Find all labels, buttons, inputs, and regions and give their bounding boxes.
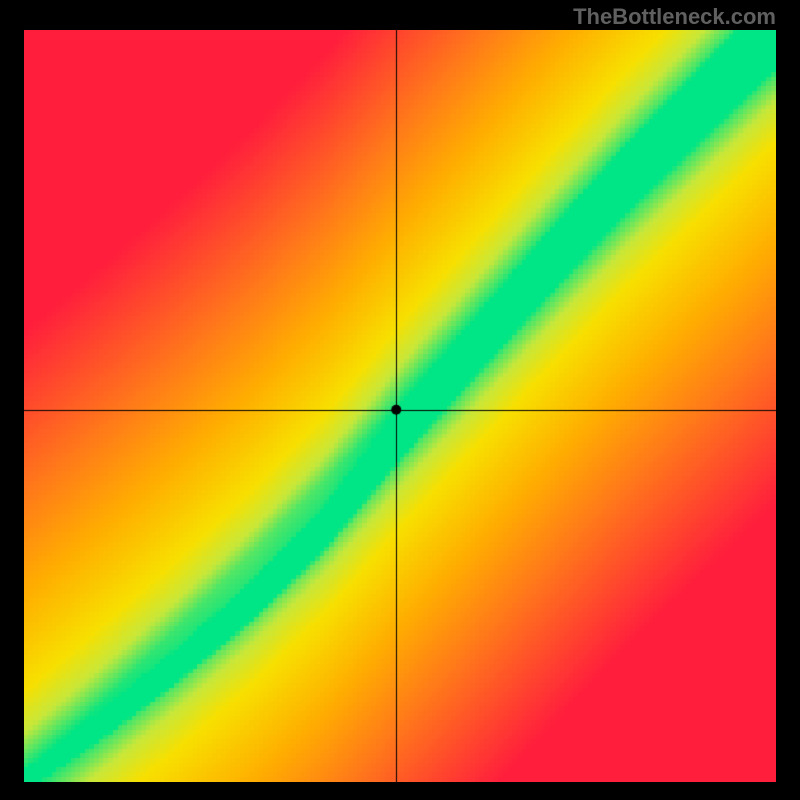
bottleneck-heatmap [24, 30, 776, 782]
watermark-text: TheBottleneck.com [573, 4, 776, 30]
chart-container: TheBottleneck.com [0, 0, 800, 800]
